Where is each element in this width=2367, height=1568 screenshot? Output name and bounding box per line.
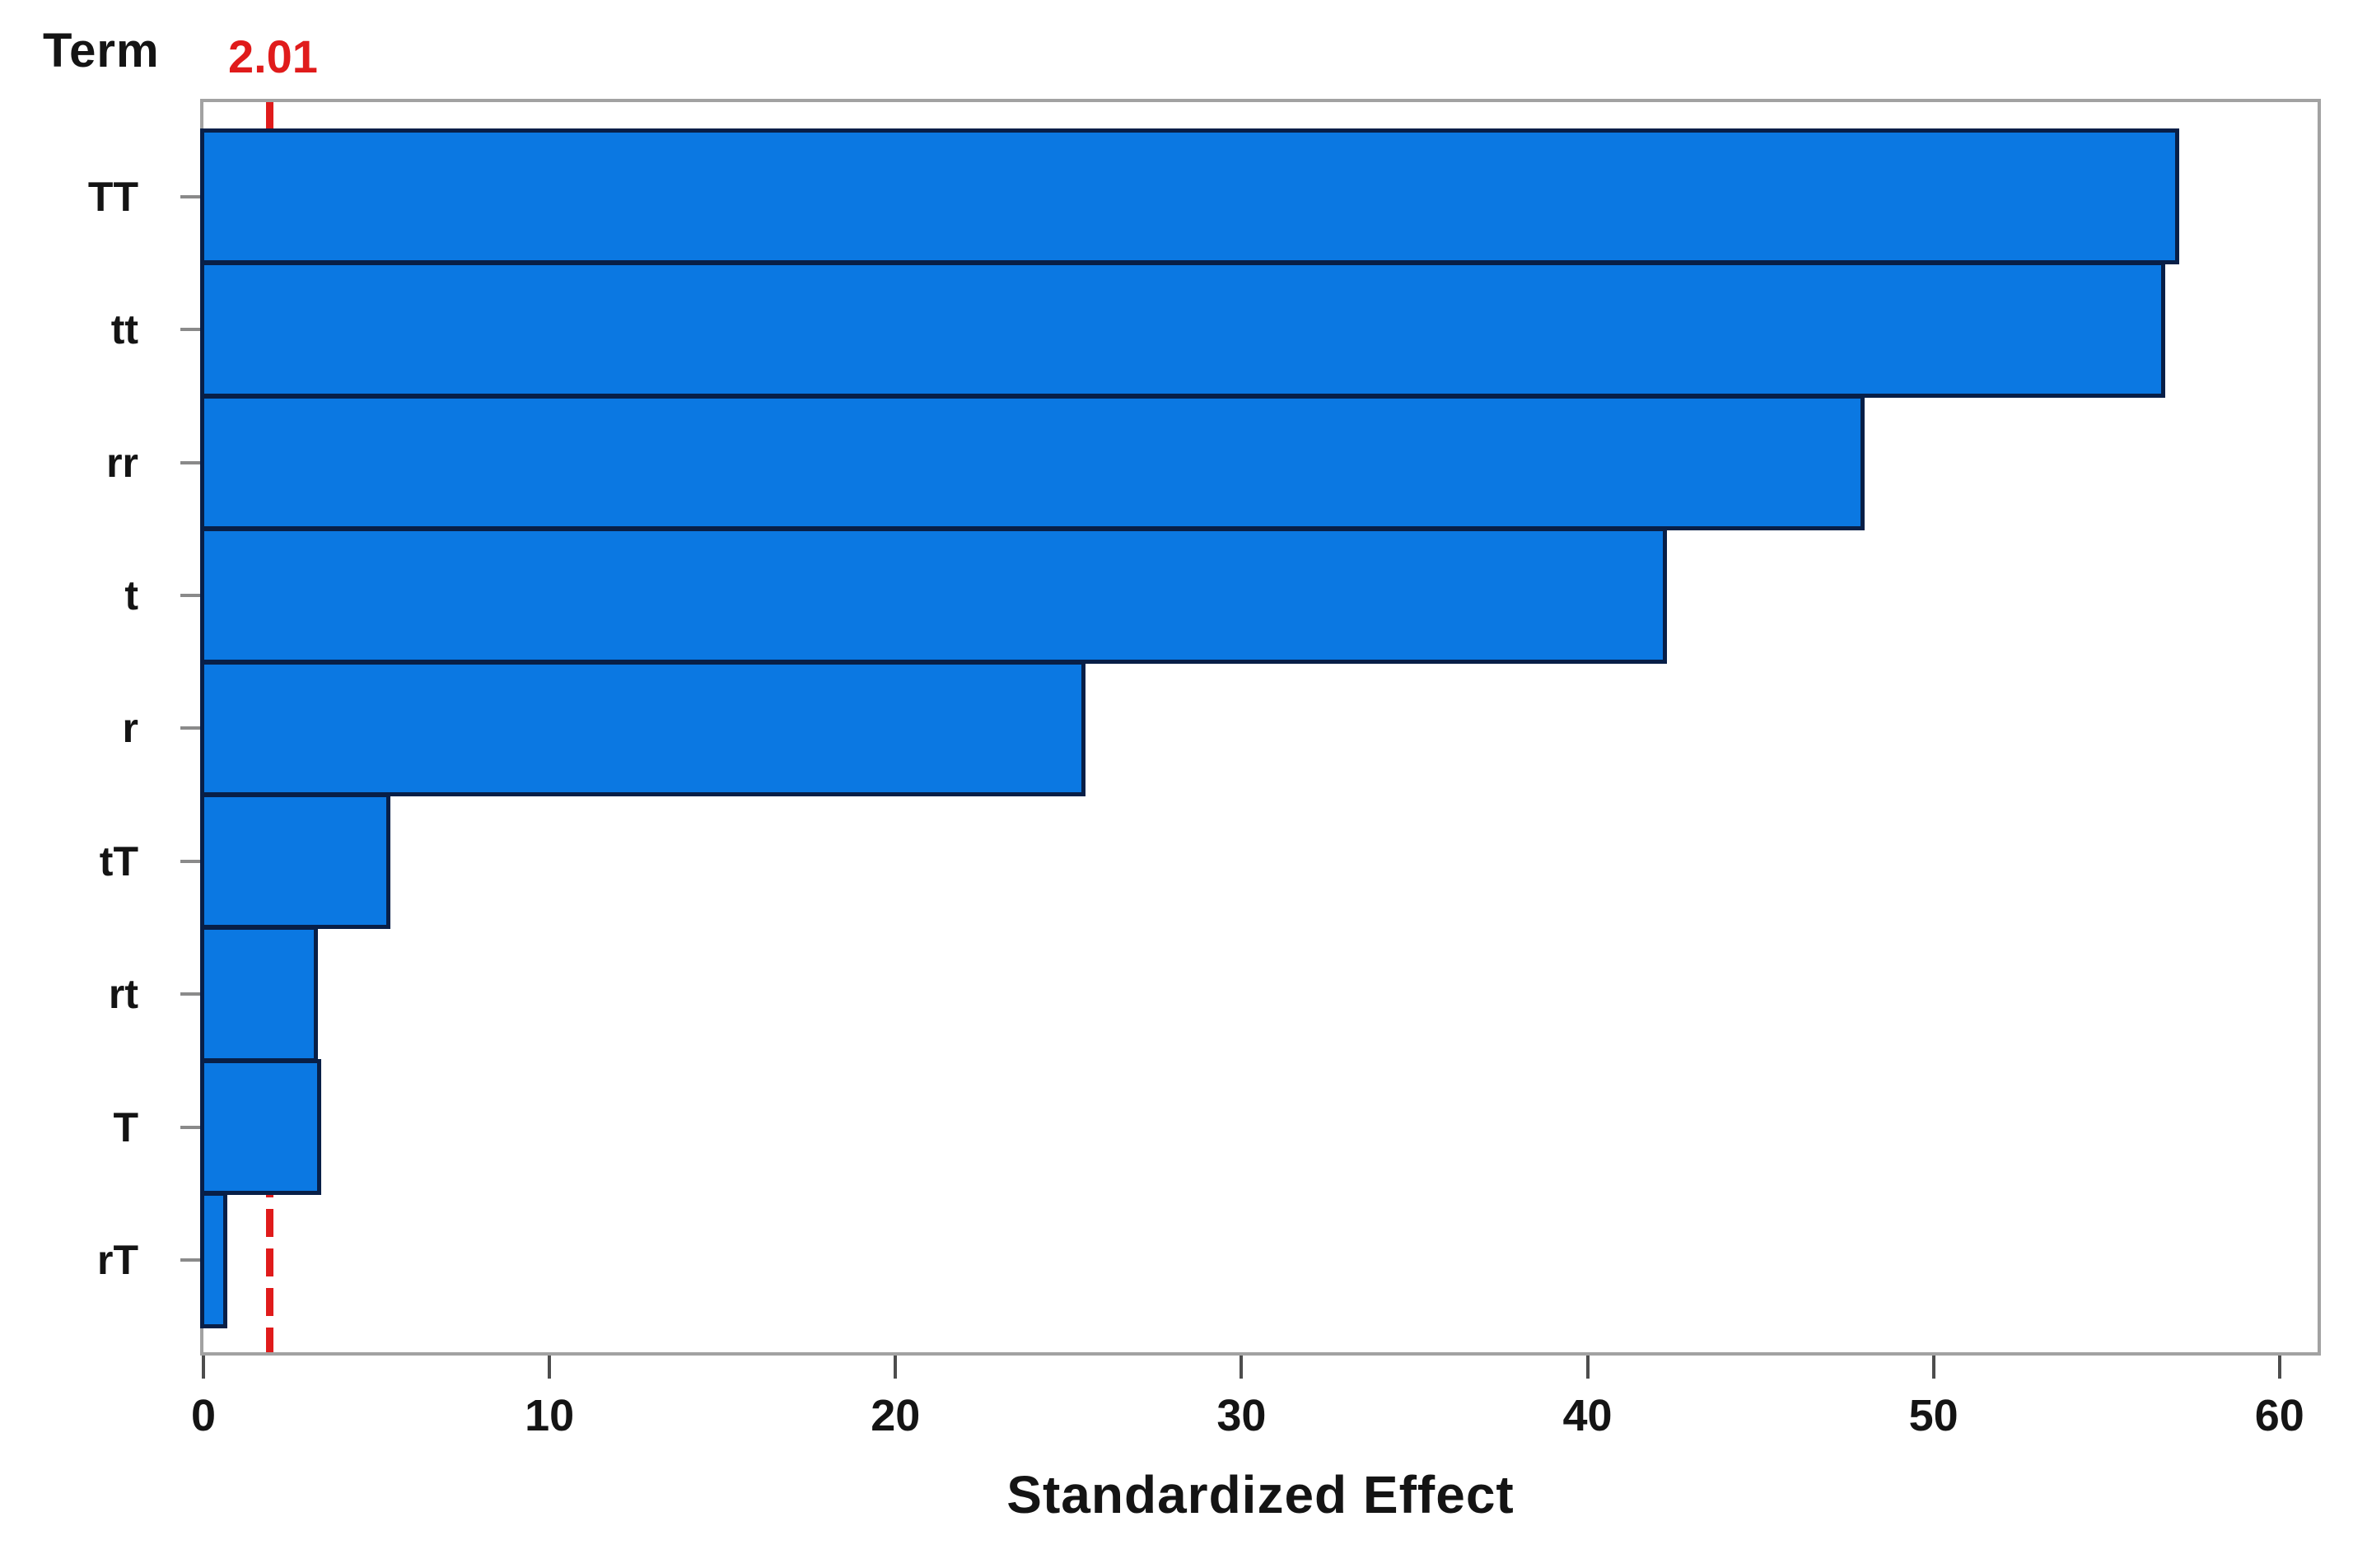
y-label-rr: rr <box>106 439 138 486</box>
y-tick-TT <box>180 194 200 198</box>
y-tick-T <box>180 1125 200 1129</box>
y-label-rt: rt <box>108 971 138 1018</box>
plot-area <box>200 99 2321 1356</box>
y-label-TT: TT <box>87 173 138 220</box>
bar-rt <box>200 926 318 1062</box>
y-tick-t <box>180 593 200 597</box>
x-tick-label-60: 60 <box>2254 1391 2304 1440</box>
y-tick-rt <box>180 992 200 996</box>
x-tick-20 <box>894 1356 898 1379</box>
y-label-tt: tt <box>110 306 138 353</box>
reference-line-value-label: 2.01 <box>227 30 318 82</box>
y-tick-rr <box>180 460 200 464</box>
x-tick-label-50: 50 <box>1908 1391 1958 1440</box>
x-tick-label-30: 30 <box>1216 1391 1267 1440</box>
y-tick-tt <box>180 328 200 332</box>
y-label-rT: rT <box>97 1236 138 1283</box>
y-label-t: t <box>124 572 138 618</box>
x-tick-label-20: 20 <box>871 1391 921 1440</box>
bar-tt <box>200 261 2166 398</box>
bar-r <box>200 660 1086 796</box>
bar-TT <box>200 128 2179 265</box>
y-label-tT: tT <box>99 838 138 884</box>
x-tick-50 <box>1931 1356 1935 1379</box>
bar-t <box>200 527 1668 664</box>
bar-rr <box>200 394 1865 531</box>
y-tick-r <box>180 726 200 730</box>
y-label-r: r <box>122 705 138 752</box>
x-tick-label-10: 10 <box>525 1391 575 1440</box>
bar-rT <box>200 1192 228 1328</box>
y-tick-tT <box>180 859 200 863</box>
y-tick-rT <box>180 1258 200 1262</box>
x-tick-10 <box>548 1356 552 1379</box>
x-tick-30 <box>1240 1356 1244 1379</box>
x-axis-title: Standardized Effect <box>1006 1465 1515 1524</box>
y-label-T: T <box>113 1104 138 1150</box>
x-tick-60 <box>2277 1356 2281 1379</box>
x-tick-label-0: 0 <box>190 1391 217 1440</box>
term-axis-header: Term <box>43 24 160 77</box>
x-tick-40 <box>1585 1356 1590 1379</box>
x-tick-label-40: 40 <box>1562 1391 1613 1440</box>
bar-tT <box>200 793 390 930</box>
x-tick-0 <box>202 1356 205 1379</box>
bar-T <box>200 1058 321 1196</box>
